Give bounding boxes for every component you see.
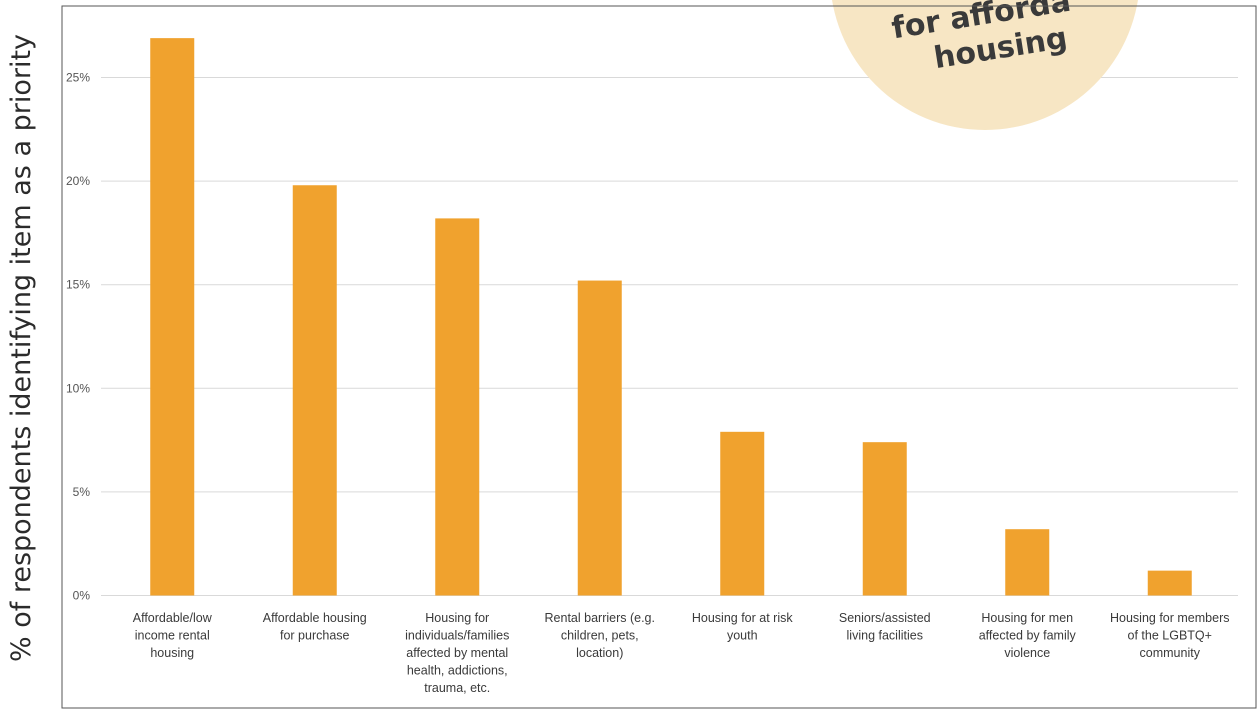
- x-category-label: Housing for individuals/families affected …: [405, 611, 509, 695]
- x-category-label: Rental barriers (e.g. children, pets, loca…: [545, 611, 655, 660]
- x-category-label: Housing for members of the LGBTQ+ communit…: [1110, 611, 1230, 660]
- bar: [1147, 570, 1192, 596]
- x-category-label: Seniors/assisted living facilities: [839, 611, 931, 643]
- bar: [292, 185, 337, 596]
- y-tick-label: 5%: [73, 485, 91, 499]
- x-category-label: Affordable/low income rental housing: [133, 611, 213, 660]
- y-axis-title: % of respondents identifying item as a p…: [6, 34, 37, 662]
- y-tick-label: 20%: [66, 174, 90, 188]
- callout-badge-circle: [832, 0, 1138, 130]
- x-category-label: Housing for at risk youth: [692, 611, 793, 643]
- y-tick-label: 25%: [66, 71, 90, 85]
- category-labels: Affordable/low income rental housing Afford…: [133, 611, 1230, 695]
- bar: [720, 431, 765, 596]
- bar: [150, 38, 195, 596]
- bar: [435, 218, 480, 596]
- y-tick-labels: 0% 5% 10% 15% 20% 25%: [66, 71, 90, 603]
- x-category-label: Affordable housing for purchase: [263, 611, 367, 643]
- bars: [150, 38, 1192, 596]
- bar: [577, 280, 622, 596]
- x-category-label: Housing for men affected by family violenc…: [979, 611, 1077, 660]
- plot-area-border: [61, 5, 1257, 709]
- bar: [862, 442, 907, 596]
- y-tick-label: 0%: [73, 589, 91, 603]
- y-tick-label: 10%: [66, 381, 90, 395]
- bar: [1005, 529, 1050, 596]
- callout-badge: for afforda housing: [832, 0, 1138, 130]
- y-tick-label: 15%: [66, 278, 90, 292]
- gridlines: [101, 77, 1238, 596]
